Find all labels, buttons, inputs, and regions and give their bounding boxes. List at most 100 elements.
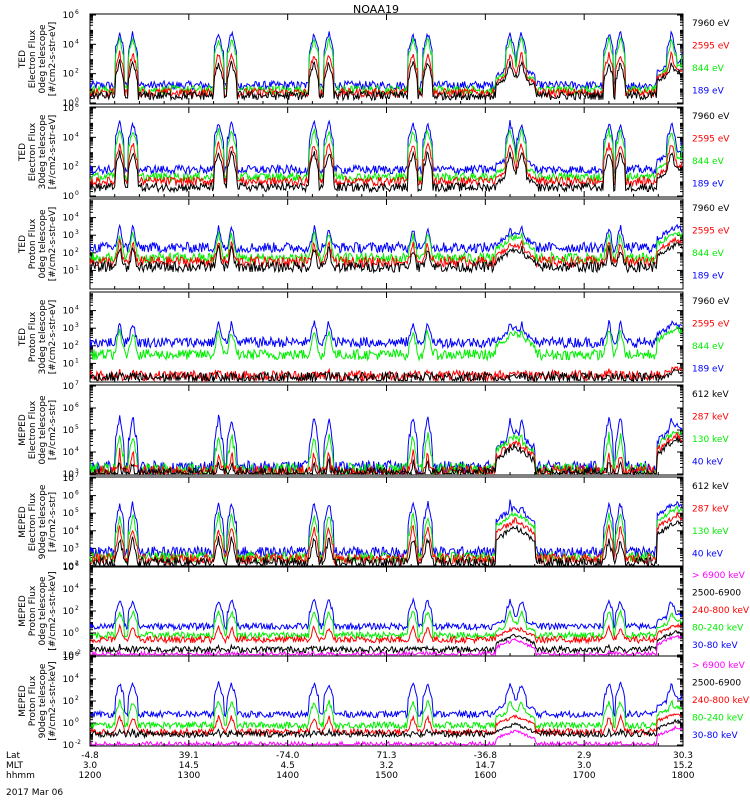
- legend-entry: 7960 eV: [692, 19, 730, 29]
- y-tick-label: 10: [63, 741, 75, 751]
- series-line-30-80-keV: [89, 597, 683, 632]
- y-axis-label-line: 0deg telescope: [38, 395, 48, 465]
- x-tick-label-lat: 39.1: [179, 751, 199, 761]
- y-axis-label-line: 30deg telescope: [38, 114, 48, 189]
- y-tick-exponent: 2: [75, 340, 79, 347]
- y-tick-label: 10: [63, 249, 75, 259]
- y-axis-label-line: Electron Flux: [28, 400, 38, 459]
- y-axis-label-line: TED: [18, 235, 28, 254]
- y-tick-exponent: 4: [75, 212, 79, 219]
- y-axis-label-line: Electron Flux: [28, 492, 38, 551]
- legend-entry: 2500-6900: [692, 679, 741, 689]
- y-axis-label-line: [#/cm2-s-str-keV]: [48, 571, 58, 650]
- x-tick-label-mlt: 3.2: [379, 761, 393, 771]
- legend-entry: > 6900 keV: [692, 571, 746, 581]
- y-tick-exponent: 4: [75, 38, 79, 45]
- y-tick-label: 10: [63, 492, 75, 502]
- legend-entry: 7960 eV: [692, 204, 730, 214]
- y-tick-label: 10: [63, 651, 75, 661]
- x-tick-label-mlt: 14.7: [475, 761, 495, 771]
- x-tick-label-hhmm: 1700: [573, 771, 596, 781]
- y-tick-label: 10: [63, 70, 75, 80]
- series-line-2500-6900: [89, 718, 683, 740]
- y-tick-label: 10: [63, 359, 75, 369]
- series-line-7960-eV: [89, 150, 683, 194]
- y-tick-label: 10: [63, 40, 75, 50]
- y-axis-label-line: TED: [18, 50, 28, 69]
- y-tick-exponent: 4: [75, 305, 79, 312]
- y-axis-label-line: Electron Flux: [28, 122, 38, 181]
- y-axis-label: TEDProton Flux30deg telescope[#/cm2-s-st…: [18, 299, 58, 374]
- legend-entry: 30-80 keV: [692, 731, 738, 741]
- x-tick-label-lat: 71.3: [376, 751, 396, 761]
- y-tick-label: 10: [63, 629, 75, 639]
- y-tick-label: 10: [63, 585, 75, 595]
- y-tick-label: 10: [63, 307, 75, 317]
- series-line-240-800-keV: [89, 622, 683, 645]
- series-line-2500-6900: [90, 630, 683, 655]
- legend-entry: 844 eV: [692, 249, 725, 259]
- y-axis-label-line: 30deg telescope: [38, 299, 48, 374]
- series-line-189-eV: [89, 223, 683, 255]
- legend-entry: 2595 eV: [692, 227, 730, 237]
- y-tick-label: 10: [63, 509, 75, 519]
- y-tick-exponent: 4: [75, 583, 79, 590]
- legend-entry: 40 keV: [692, 458, 724, 468]
- legend-entry: 189 eV: [692, 365, 725, 375]
- y-axis-label-line: Proton Flux: [28, 585, 38, 636]
- legend-entry: 40 keV: [692, 550, 724, 560]
- y-axis-label-line: [#/cm2-s-str-eV]: [48, 207, 58, 282]
- x-tick-label-hhmm: 1500: [375, 771, 398, 781]
- y-tick-exponent: 1: [75, 264, 79, 271]
- y-tick-exponent: 5: [75, 424, 79, 431]
- legend-entry: 612 keV: [692, 390, 729, 400]
- legend-entry: 844 eV: [692, 157, 725, 167]
- y-tick-exponent: 6: [75, 651, 79, 658]
- y-tick-label: 10: [63, 426, 75, 436]
- x-tick-label-hhmm: 1400: [276, 771, 299, 781]
- y-axis-label-line: 90deg telescope: [38, 663, 48, 738]
- x-axis-group: LatMLThhmm-4.83.0120039.114.51300-74.04.…: [6, 751, 695, 781]
- y-tick-exponent: 0: [75, 627, 79, 634]
- y-axis-label-line: MEPED: [18, 685, 28, 717]
- y-tick-exponent: 5: [75, 507, 79, 514]
- y-tick-exponent: 2: [75, 161, 79, 168]
- y-tick-exponent: 3: [75, 468, 79, 475]
- y-tick-exponent: 3: [75, 229, 79, 236]
- figure-title: NOAA19: [353, 3, 399, 16]
- series-line-2595-eV: [89, 141, 683, 188]
- y-tick-exponent: 7: [75, 380, 79, 387]
- y-axis-label-line: TED: [18, 143, 28, 162]
- y-tick-label: 10: [63, 675, 75, 685]
- y-tick-label: 10: [63, 104, 75, 114]
- y-axis-label-line: Proton Flux: [28, 218, 38, 269]
- y-tick-label: 10: [63, 266, 75, 276]
- legend-entry: 189 eV: [692, 87, 725, 97]
- legend-entry: 612 keV: [692, 482, 729, 492]
- y-tick-exponent: 2: [75, 695, 79, 702]
- legend-entry: 189 eV: [692, 272, 725, 282]
- x-axis-row-label: MLT: [6, 761, 24, 771]
- y-tick-exponent: 6: [75, 102, 79, 109]
- legend-entry: 240-800 keV: [692, 606, 750, 616]
- series-line-189-eV: [89, 319, 683, 350]
- x-tick-label-lat: 30.3: [673, 751, 693, 761]
- series-line-844-eV: [89, 127, 683, 184]
- legend-entry: 844 eV: [692, 342, 725, 352]
- x-tick-label-mlt: 3.0: [83, 761, 98, 771]
- y-tick-exponent: 0: [75, 190, 79, 197]
- y-tick-exponent: 1: [75, 357, 79, 364]
- y-tick-exponent: 2: [75, 560, 79, 567]
- x-axis-row-label: Lat: [6, 751, 21, 761]
- x-tick-label-hhmm: 1800: [672, 771, 695, 781]
- y-axis-label-line: [#/cm2-s-str]: [48, 492, 58, 552]
- y-tick-label: 10: [63, 448, 75, 458]
- x-tick-label-mlt: 3.0: [577, 761, 592, 771]
- y-tick-label: 10: [63, 544, 75, 554]
- y-tick-label: 10: [63, 192, 75, 202]
- y-tick-label: 10: [63, 563, 75, 573]
- y-axis-label: MEPEDProton Flux0deg telescope[#/cm2-s-s…: [18, 571, 58, 650]
